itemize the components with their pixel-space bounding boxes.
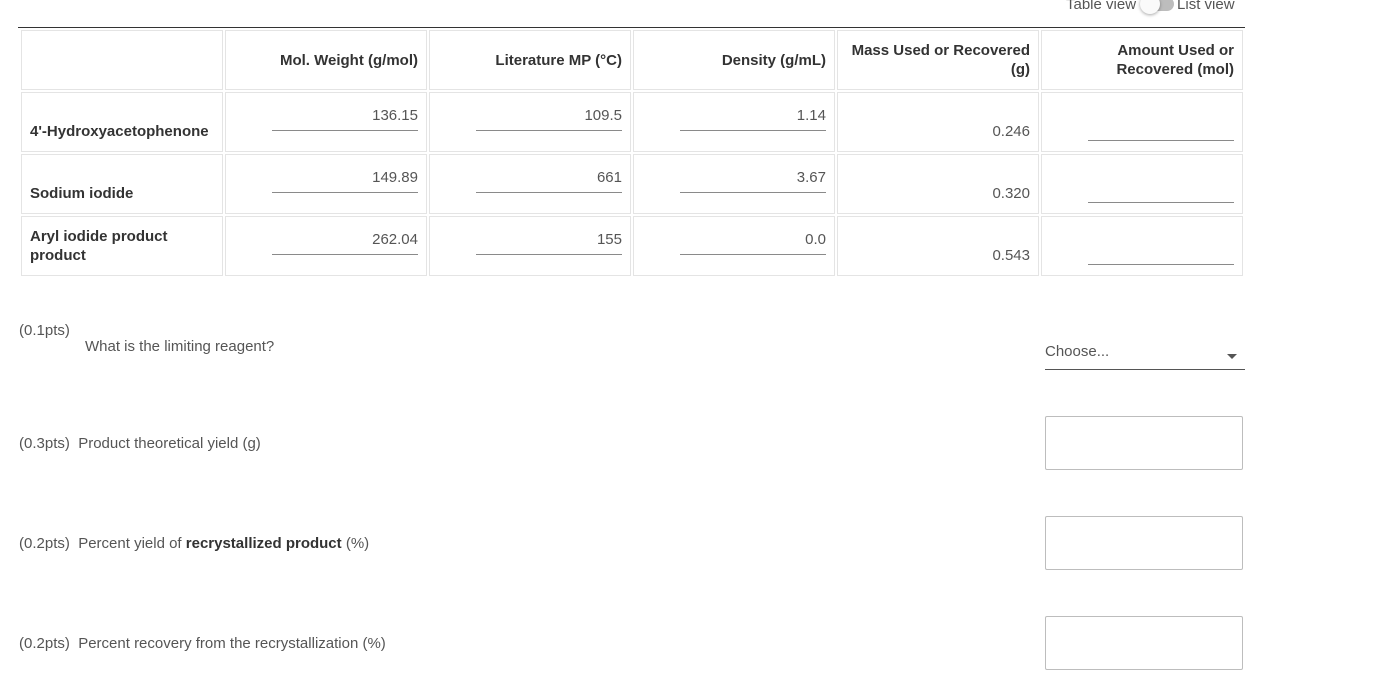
q1-points: (0.1pts) [19, 322, 70, 339]
amount-input[interactable] [1088, 241, 1234, 265]
view-toggle[interactable]: Table view List view [1066, 0, 1235, 14]
density-cell: 1.14 [633, 92, 835, 152]
list-view-label[interactable]: List view [1177, 0, 1235, 13]
mol-weight-input[interactable]: 136.15 [272, 107, 418, 131]
mol-weight-cell: 136.15 [225, 92, 427, 152]
percent-recovery-input[interactable] [1045, 616, 1243, 670]
view-switch[interactable] [1140, 0, 1175, 14]
q3-text-bold: recrystallized product [185, 535, 342, 552]
q4-points: (0.2pts) [19, 635, 70, 652]
q3-points: (0.2pts) [19, 535, 70, 552]
percent-yield-input[interactable] [1045, 516, 1243, 570]
density-cell: 3.67 [633, 154, 835, 214]
amount-cell [1041, 92, 1243, 152]
density-input[interactable]: 0.0 [680, 231, 826, 255]
mp-input[interactable]: 109.5 [476, 107, 622, 131]
row-name: Aryl iodide product product [21, 216, 223, 276]
table-row: 4'-Hydroxyacetophenone 136.15 109.5 1.14… [21, 92, 1243, 152]
row-name: 4'-Hydroxyacetophenone [21, 92, 223, 152]
mass-value: 0.246 [837, 92, 1039, 152]
header-mass: Mass Used or Recovered (g) [837, 30, 1039, 90]
table-row: Sodium iodide 149.89 661 3.67 0.320 [21, 154, 1243, 214]
mol-weight-cell: 149.89 [225, 154, 427, 214]
header-amount: Amount Used or Recovered (mol) [1041, 30, 1243, 90]
mass-value: 0.320 [837, 154, 1039, 214]
mass-value: 0.543 [837, 216, 1039, 276]
limiting-reagent-select[interactable]: Choose... [1045, 343, 1245, 370]
table-row: Aryl iodide product product 262.04 155 0… [21, 216, 1243, 276]
amount-input[interactable] [1088, 179, 1234, 203]
table-view-label[interactable]: Table view [1066, 0, 1137, 13]
header-density: Density (g/mL) [633, 30, 835, 90]
density-cell: 0.0 [633, 216, 835, 276]
q4-row: (0.2pts) Percent recovery from the recry… [19, 635, 386, 652]
amount-cell [1041, 216, 1243, 276]
q4-text: Percent recovery from the recrystallizat… [78, 635, 386, 652]
mp-input[interactable]: 155 [476, 231, 622, 255]
q2-points: (0.3pts) [19, 435, 70, 452]
density-input[interactable]: 1.14 [680, 107, 826, 131]
q2-text: Product theoretical yield (g) [78, 435, 261, 452]
top-divider [18, 27, 1245, 28]
mp-cell: 155 [429, 216, 631, 276]
mol-weight-cell: 262.04 [225, 216, 427, 276]
amount-cell [1041, 154, 1243, 214]
mp-cell: 109.5 [429, 92, 631, 152]
header-blank [21, 30, 223, 90]
mol-weight-input[interactable]: 262.04 [272, 231, 418, 255]
select-value: Choose... [1045, 343, 1110, 360]
header-literature-mp: Literature MP (°C) [429, 30, 631, 90]
mp-input[interactable]: 661 [476, 169, 622, 193]
density-input[interactable]: 3.67 [680, 169, 826, 193]
q3-row: (0.2pts) Percent yield of recrystallized… [19, 535, 369, 552]
mol-weight-input[interactable]: 149.89 [272, 169, 418, 193]
theoretical-yield-input[interactable] [1045, 416, 1243, 470]
amount-input[interactable] [1088, 117, 1234, 141]
table-header-row: Mol. Weight (g/mol) Literature MP (°C) D… [21, 30, 1243, 90]
q2-row: (0.3pts) Product theoretical yield (g) [19, 435, 261, 452]
row-name: Sodium iodide [21, 154, 223, 214]
header-mol-weight: Mol. Weight (g/mol) [225, 30, 427, 90]
switch-knob[interactable] [1140, 0, 1161, 14]
reagent-table: Mol. Weight (g/mol) Literature MP (°C) D… [19, 28, 1245, 278]
q3-text-after: (%) [341, 535, 370, 552]
q3-text-before: Percent yield of [78, 535, 186, 552]
mp-cell: 661 [429, 154, 631, 214]
q1-text: What is the limiting reagent? [85, 338, 275, 355]
chevron-down-icon[interactable] [1227, 354, 1237, 359]
